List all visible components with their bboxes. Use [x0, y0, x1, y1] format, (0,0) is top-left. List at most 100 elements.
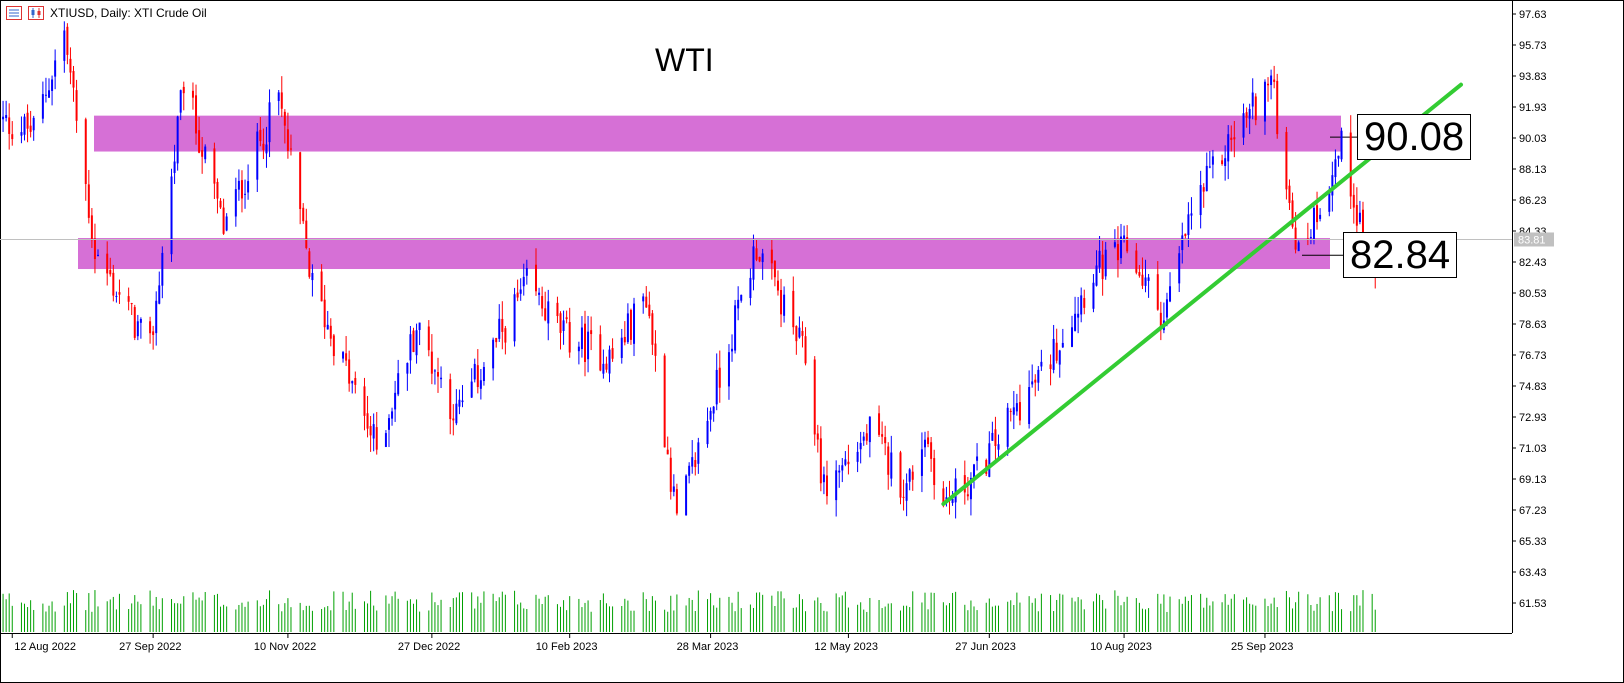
candle-body — [933, 458, 936, 486]
candle-body — [152, 331, 155, 335]
candle-body — [651, 313, 654, 345]
candle-body — [1245, 112, 1248, 118]
candle-body — [1061, 342, 1064, 348]
candle-body — [20, 132, 23, 136]
candle-body — [1184, 233, 1187, 237]
candle-body — [412, 330, 415, 353]
candle-body — [1077, 313, 1080, 318]
candle-body — [538, 292, 541, 295]
candle-body — [391, 411, 394, 419]
candle-body — [354, 378, 357, 385]
candle-body — [773, 261, 776, 278]
candle-body — [645, 296, 648, 308]
candle-body — [580, 327, 583, 349]
candle-body — [51, 79, 54, 91]
candle-body — [384, 433, 387, 447]
candle-body — [1227, 134, 1230, 162]
candle-body — [1018, 402, 1021, 421]
candle-body — [513, 294, 516, 342]
candle-body — [195, 95, 198, 134]
candle-body — [170, 176, 173, 255]
candle-body — [1205, 165, 1208, 192]
candle-body — [286, 129, 289, 151]
candle-body — [504, 328, 507, 343]
candle-body — [972, 464, 975, 480]
candle-body — [565, 317, 568, 320]
candle-body — [648, 304, 651, 317]
x-tick-label: 27 Jun 2023 — [955, 641, 1016, 653]
candle-body — [244, 193, 247, 195]
candle-body — [611, 348, 614, 359]
candle-body — [106, 253, 109, 274]
candle-body — [629, 310, 632, 340]
chart-title: WTI — [655, 42, 714, 78]
candle-body — [522, 276, 525, 287]
candle-body — [501, 318, 504, 332]
candle-body — [44, 94, 47, 96]
candle-body — [890, 452, 893, 479]
candle-body — [1251, 92, 1254, 107]
candle-body — [418, 322, 421, 330]
candle-body — [455, 403, 458, 424]
candle-body — [547, 301, 550, 324]
candle-body — [48, 90, 51, 98]
y-tick-label: 82.43 — [1519, 257, 1547, 269]
candle-body — [1355, 204, 1358, 226]
candle-body — [1141, 274, 1144, 286]
y-tick-label: 61.53 — [1519, 598, 1547, 610]
candle-body — [905, 483, 908, 501]
candle-body — [737, 299, 740, 309]
candle-body — [342, 352, 345, 359]
chart-type-icon[interactable] — [28, 6, 44, 20]
candle-body — [234, 189, 237, 217]
candle-body — [1233, 137, 1236, 140]
candle-body — [1187, 214, 1190, 236]
candle-body — [718, 367, 721, 388]
candle-body — [1135, 250, 1138, 273]
x-tick-label: 10 Nov 2022 — [254, 641, 316, 653]
candle-body — [452, 418, 455, 421]
y-tick-label: 63.43 — [1519, 567, 1547, 579]
candle-body — [247, 181, 250, 193]
candle-body — [397, 373, 400, 395]
candle-body — [11, 134, 14, 140]
candle-body — [179, 90, 182, 113]
candle-body — [26, 112, 29, 129]
y-tick-label: 74.83 — [1519, 381, 1547, 393]
candle-body — [176, 116, 179, 164]
candle-body — [191, 90, 194, 98]
candle-body — [577, 346, 580, 352]
candle-body — [1126, 237, 1129, 252]
candle-body — [519, 289, 522, 294]
candle-body — [697, 442, 700, 464]
candle-body — [1138, 272, 1141, 276]
candle-body — [216, 181, 219, 199]
candle-body — [1009, 410, 1012, 412]
candle-body — [841, 465, 844, 471]
candle-body — [712, 406, 715, 414]
y-tick-label: 86.23 — [1519, 195, 1547, 207]
candle-body — [5, 115, 8, 119]
candle-body — [819, 438, 822, 484]
candle-body — [525, 268, 528, 276]
candle-body — [277, 92, 280, 101]
candle-body — [97, 254, 100, 257]
candle-body — [482, 366, 485, 382]
candle-body — [1113, 242, 1116, 247]
candle-body — [173, 161, 176, 173]
candle-body — [740, 294, 743, 301]
chart-list-icon[interactable] — [6, 6, 22, 20]
candle-body — [776, 280, 779, 291]
y-tick-label: 72.93 — [1519, 412, 1547, 424]
candle-body — [620, 337, 623, 358]
candle-body — [1101, 254, 1104, 280]
candle-body — [691, 457, 694, 467]
candle-body — [182, 86, 185, 94]
candle-body — [887, 446, 890, 475]
x-tick-label: 10 Feb 2023 — [536, 641, 598, 653]
candle-body — [372, 424, 375, 439]
candle-body — [556, 302, 559, 317]
candle-body — [1159, 312, 1162, 328]
y-tick-label: 95.73 — [1519, 40, 1547, 52]
